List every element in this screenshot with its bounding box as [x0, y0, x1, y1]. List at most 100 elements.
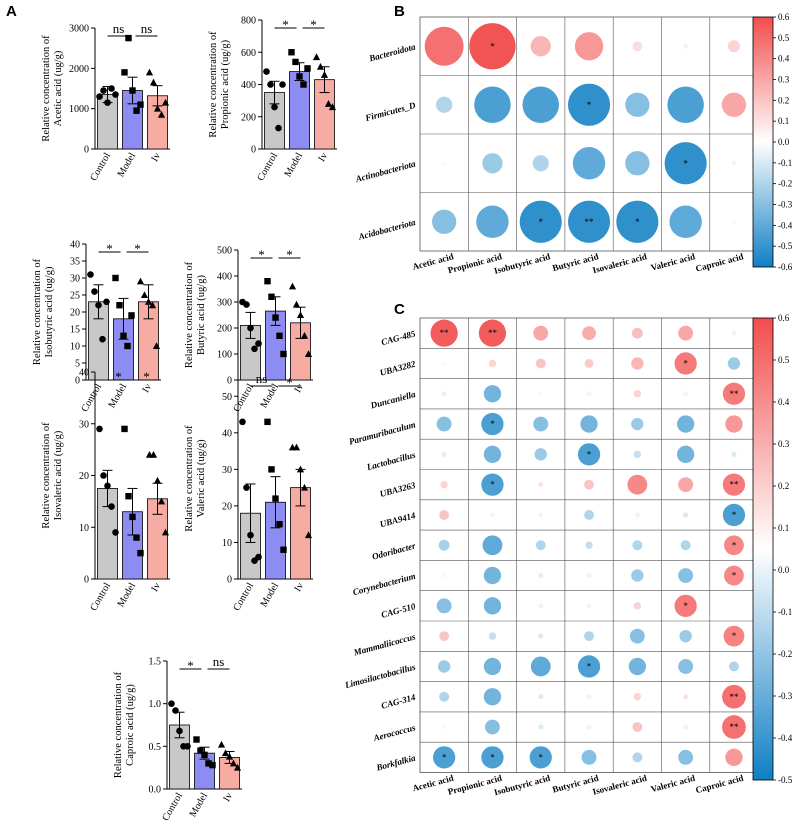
y-tick-label: 400 — [241, 80, 256, 91]
bar-chart-butyric: 0 100 200 300 400 500 Relative concentration o… — [184, 246, 313, 414]
heatmap-cell-circle — [586, 573, 592, 579]
data-point — [268, 466, 275, 473]
heatmap-cell-circle — [625, 92, 650, 117]
heatmap-cell-circle — [678, 325, 694, 341]
y-tick-label: 30 — [79, 419, 89, 430]
heatmap-cell-circle — [721, 92, 747, 117]
colorbar-tick-label: 0.0 — [778, 137, 790, 147]
y-tick-label: 200 — [217, 324, 232, 335]
heatmap-cell-circle — [631, 569, 644, 582]
significance-star: ** — [729, 389, 739, 399]
column-label: Caproic acid — [694, 251, 744, 273]
heatmap-cell-circle — [725, 748, 743, 767]
y-tick-label: 200 — [241, 112, 256, 123]
heatmap-cell-circle — [538, 391, 544, 397]
data-point — [157, 110, 166, 118]
row-label: Paramuribaculum — [348, 419, 417, 446]
x-tick-label: Control — [88, 581, 113, 613]
heatmap-cell-circle — [530, 36, 551, 57]
data-point — [217, 740, 226, 748]
heatmap-cell-circle — [731, 219, 737, 225]
significance-star: ** — [585, 217, 595, 227]
significance-star: * — [539, 217, 544, 227]
column-label: Caproic acid — [694, 773, 744, 795]
x-tick-label: Model — [116, 581, 139, 609]
significance-label: * — [115, 369, 122, 384]
heatmap-cell-circle — [633, 602, 642, 610]
significance-label: ns — [213, 654, 225, 669]
row-label: UBA9414 — [379, 510, 417, 529]
colorbar-tick-label: -0.2 — [778, 179, 792, 189]
heatmap-cell-circle — [441, 573, 447, 579]
y-axis-label-line: Acetic acid (ug/g) — [53, 50, 64, 126]
data-point — [229, 759, 238, 767]
heatmap-cell-circle — [538, 724, 544, 730]
data-point — [96, 93, 103, 100]
colorbar-tick-label: -0.3 — [778, 691, 793, 701]
colorbar-tick-label: 0.4 — [778, 54, 790, 64]
data-point — [153, 476, 162, 484]
data-point — [239, 418, 246, 426]
data-point — [96, 425, 103, 433]
heatmap-cell-circle — [483, 385, 502, 403]
y-axis-label: Relative concentration ofCaproic acid (u… — [113, 671, 136, 778]
heatmap-cell-circle — [722, 715, 746, 739]
data-point — [120, 332, 127, 339]
heatmap-cell-circle — [533, 416, 549, 432]
colorbar — [752, 317, 774, 781]
y-tick-label: 1.0 — [149, 699, 162, 710]
colorbar-tick-label: 0.5 — [778, 33, 790, 43]
data-point — [247, 531, 254, 539]
significance-label: * — [258, 247, 265, 262]
x-tick-label: Model — [116, 151, 139, 179]
y-axis-label: Relative concentration ofAcetic acid (ug… — [41, 35, 64, 142]
heatmap-cell-circle — [439, 691, 450, 702]
significance-star: * — [587, 100, 592, 110]
panel-label-b: B — [394, 3, 405, 20]
significance-star: * — [490, 480, 495, 490]
heatmap-cell-circle — [678, 749, 694, 765]
heatmap-cell-circle — [722, 382, 746, 405]
heatmap-cell-circle — [631, 327, 643, 339]
y-tick-label: 10 — [79, 523, 89, 534]
data-point — [251, 345, 258, 353]
heatmap-cell-circle — [439, 631, 450, 642]
x-tick-label: Control — [160, 791, 185, 823]
data-point — [272, 495, 279, 502]
row-label: Limosilactobacillus — [343, 662, 417, 691]
data-point — [268, 293, 275, 300]
data-point — [243, 484, 250, 491]
data-point — [149, 451, 158, 458]
data-point — [136, 277, 145, 285]
heatmap-cell-circle — [529, 746, 552, 769]
heatmap-cell-circle — [535, 358, 546, 369]
x-tick-label: Control — [79, 382, 104, 414]
x-tick-label: Model — [188, 791, 211, 819]
heatmap-cell-circle — [538, 603, 544, 609]
y-axis-label: Relative concentration ofIsovaleric acid… — [41, 422, 64, 529]
heatmap-cell-circle — [722, 473, 746, 496]
significance-star: ** — [729, 722, 739, 732]
y-tick-label: 20 — [79, 471, 89, 482]
heatmap-cell-circle — [586, 694, 592, 700]
significance-label: * — [187, 658, 194, 673]
colorbar-tick-label: 0.2 — [778, 95, 789, 105]
data-point — [280, 350, 287, 358]
y-tick-label: 35 — [70, 257, 80, 268]
y-tick-label: 30 — [222, 465, 232, 476]
data-point — [148, 301, 157, 309]
panel-label-a: A — [6, 3, 17, 20]
data-point — [87, 271, 94, 278]
heatmap-cell-circle — [584, 509, 595, 520]
y-tick-label: 40 — [79, 368, 89, 379]
y-axis-label: Relative concentration ofPropionic acid … — [208, 31, 231, 138]
y-tick-label: 800 — [241, 16, 256, 27]
y-axis-label: Relative concentration ofButyric acid (u… — [184, 261, 207, 368]
data-point — [157, 497, 166, 505]
heatmap-cell-circle — [664, 142, 707, 185]
y-tick-label: 400 — [217, 272, 232, 283]
data-point — [184, 743, 191, 750]
data-point — [272, 314, 279, 321]
data-point — [161, 528, 170, 536]
significance-star: * — [587, 449, 592, 459]
